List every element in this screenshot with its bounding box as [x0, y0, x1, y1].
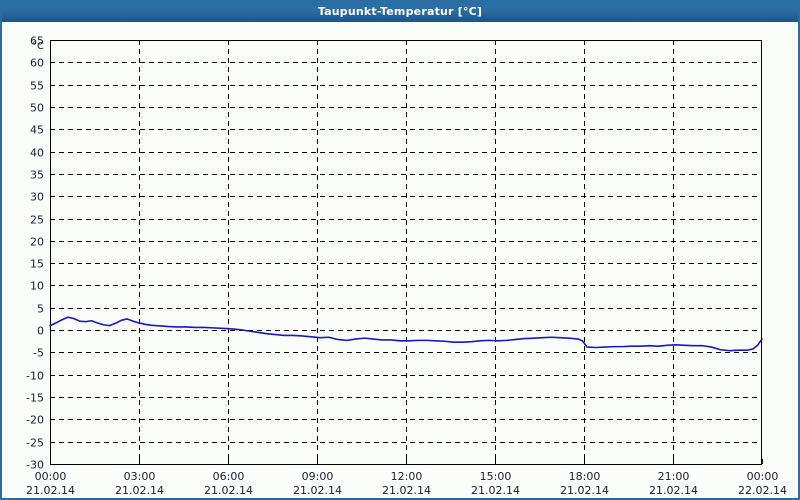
y-axis-tick-label: 20 [30, 236, 44, 249]
y-axis-tick-label: 30 [30, 191, 44, 204]
y-axis-tick-label: -20 [26, 414, 44, 427]
window-title: Taupunkt-Temperatur [°C] [2, 2, 798, 22]
y-axis-tick-label: 25 [30, 214, 44, 227]
x-axis-date-label: 21.02.14 [204, 484, 253, 497]
x-axis-date-label: 21.02.14 [382, 484, 431, 497]
y-axis-unit-label: °C [32, 41, 44, 52]
y-axis-tick-label: 65 [30, 35, 44, 48]
x-axis-date-label: 21.02.14 [560, 484, 609, 497]
y-axis-tick-label: 15 [30, 258, 44, 271]
x-axis-time-label: 12:00 [391, 470, 423, 483]
y-axis-tick-label: -30 [26, 459, 44, 472]
y-axis-tick-label: -15 [26, 392, 44, 405]
y-axis-tick-label: 50 [30, 102, 44, 115]
y-axis-labels: 65605550454035302520151050-5-10-15-20-25… [26, 35, 44, 472]
x-axis-date-label: 22.02.14 [738, 484, 787, 497]
x-axis-time-label: 06:00 [213, 470, 245, 483]
x-axis-time-label: 00:00 [35, 470, 67, 483]
x-axis-time-label: 03:00 [124, 470, 156, 483]
y-axis-tick-label: 35 [30, 169, 44, 182]
x-axis-date-label: 21.02.14 [649, 484, 698, 497]
y-axis-tick-label: 0 [37, 325, 44, 338]
y-axis-tick-label: 55 [30, 80, 44, 93]
vertical-gridlines [139, 40, 674, 464]
dewpoint-series-line [49, 316, 763, 352]
x-axis-time-label: 09:00 [302, 470, 334, 483]
y-axis-tick-label: -5 [33, 347, 44, 360]
x-axis-time-label: 15:00 [480, 470, 512, 483]
y-axis-tick-label: 45 [30, 124, 44, 137]
x-axis-date-label: 21.02.14 [26, 484, 75, 497]
x-axis-time-label: 21:00 [658, 470, 690, 483]
y-axis-tick-label: -25 [26, 437, 44, 450]
x-axis-date-label: 21.02.14 [471, 484, 520, 497]
y-axis-tick-label: 10 [30, 280, 44, 293]
chart-canvas: 65 60 55 50 45 40 35 30 25 20 15 10 5 0 -5 -10 -15 -20 -25… [2, 22, 798, 498]
x-axis-ticks [50, 459, 763, 464]
x-axis-time-label: 00:00 [747, 470, 779, 483]
y-axis-tick-label: -10 [26, 370, 44, 383]
dewpoint-line-chart: 65605550454035302520151050-5-10-15-20-25… [26, 35, 787, 498]
y-axis-tick-label: 40 [30, 147, 44, 160]
y-axis-tick-label: 5 [37, 303, 44, 316]
x-axis-labels: 00:0021.02.1403:0021.02.1406:0021.02.140… [26, 470, 787, 497]
x-axis-date-label: 21.02.14 [293, 484, 342, 497]
x-axis-time-label: 18:00 [569, 470, 601, 483]
y-axis-tick-label: 60 [30, 57, 44, 70]
x-axis-date-label: 21.02.14 [115, 484, 164, 497]
axis-lines [50, 40, 762, 465]
